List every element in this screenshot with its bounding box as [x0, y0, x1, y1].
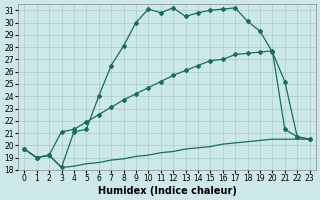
X-axis label: Humidex (Indice chaleur): Humidex (Indice chaleur)	[98, 186, 236, 196]
